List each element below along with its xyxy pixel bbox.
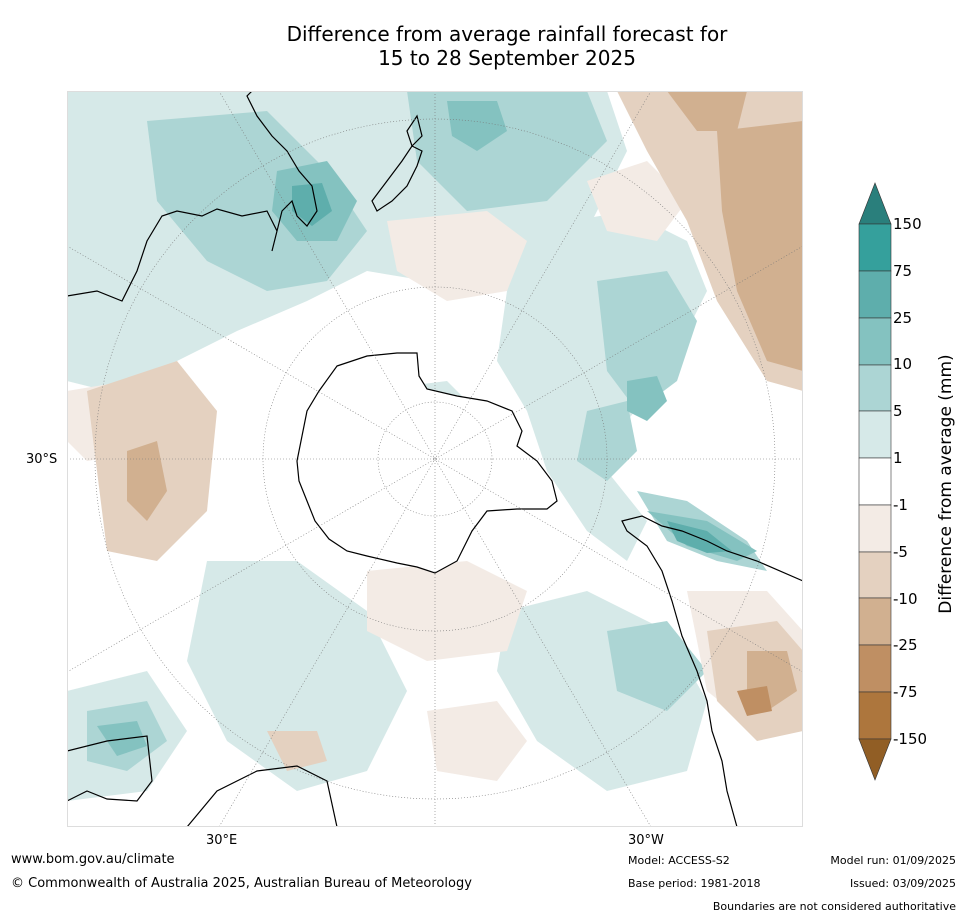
colorbar-segment-10-5 xyxy=(858,364,892,412)
colorbar-under-triangle xyxy=(858,738,892,781)
polar-map xyxy=(67,91,803,827)
colorbar-tick-label: -150 xyxy=(893,730,928,748)
disclaimer-text: Boundaries are not considered authoritat… xyxy=(712,900,956,913)
colorbar-tick-label: 25 xyxy=(893,309,913,327)
colorbar-tick-label: 5 xyxy=(893,402,903,420)
colorbar-svg xyxy=(858,182,892,781)
colorbar-segment-m5-m10 xyxy=(858,551,892,599)
south-america-coastline xyxy=(621,515,803,827)
colorbar-segment-25-10 xyxy=(858,317,892,366)
colorbar xyxy=(855,180,965,785)
antarctica-coastline xyxy=(296,352,558,574)
title-line-1: Difference from average rainfall forecas… xyxy=(286,22,728,46)
colorbar-tick-label: 1 xyxy=(893,449,903,467)
model-run-text: Model run: 01/09/2025 xyxy=(830,854,956,867)
colorbar-segment-150-75 xyxy=(858,223,892,272)
colorbar-tick-label: 10 xyxy=(893,355,913,373)
colorbar-tick-label: -5 xyxy=(893,543,908,561)
colorbar-over-triangle xyxy=(858,182,892,225)
lon-label-30e: 30°E xyxy=(206,833,238,848)
colorbar-segment-5-1 xyxy=(858,410,892,459)
website-link[interactable]: www.bom.gov.au/climate xyxy=(11,852,175,867)
map-title: Difference from average rainfall forecas… xyxy=(0,22,965,70)
new-zealand-coastline xyxy=(371,114,423,212)
wetter-regions-medium xyxy=(87,91,767,771)
colorbar-title: Difference from average (mm) xyxy=(936,354,956,614)
australia-coastline xyxy=(67,91,318,302)
colorbar-tick-label: -25 xyxy=(893,636,918,654)
colorbar-tick-label: -75 xyxy=(893,683,918,701)
colorbar-segment-75-25 xyxy=(858,270,892,319)
map-frame xyxy=(67,91,803,827)
model-text: Model: ACCESS-S2 xyxy=(628,854,730,867)
base-period-text: Base period: 1981-2018 xyxy=(628,877,761,890)
issued-text: Issued: 03/09/2025 xyxy=(849,877,956,890)
colorbar-segment-m10-m25 xyxy=(858,597,892,646)
title-line-2: 15 to 28 September 2025 xyxy=(378,46,636,70)
graticule xyxy=(67,91,803,827)
africa-coastline xyxy=(67,735,338,827)
lat-label-30s: 30°S xyxy=(26,452,58,467)
colorbar-tick-label: 150 xyxy=(893,215,922,233)
colorbar-segment-m25-m75 xyxy=(858,644,892,693)
colorbar-tick-label: -10 xyxy=(893,590,918,608)
polar-map-svg xyxy=(67,91,803,827)
colorbar-segment-m1-m5 xyxy=(858,504,892,553)
colorbar-segment-1-m1 xyxy=(858,457,892,506)
colorbar-segment-m75-m150 xyxy=(858,691,892,740)
colorbar-tick-label: -1 xyxy=(893,496,908,514)
colorbar-tick-label: 75 xyxy=(893,262,913,280)
drier-regions-darker xyxy=(737,686,772,716)
copyright-text: © Commonwealth of Australia 2025, Austra… xyxy=(11,876,472,891)
lon-label-30w: 30°W xyxy=(628,833,664,848)
